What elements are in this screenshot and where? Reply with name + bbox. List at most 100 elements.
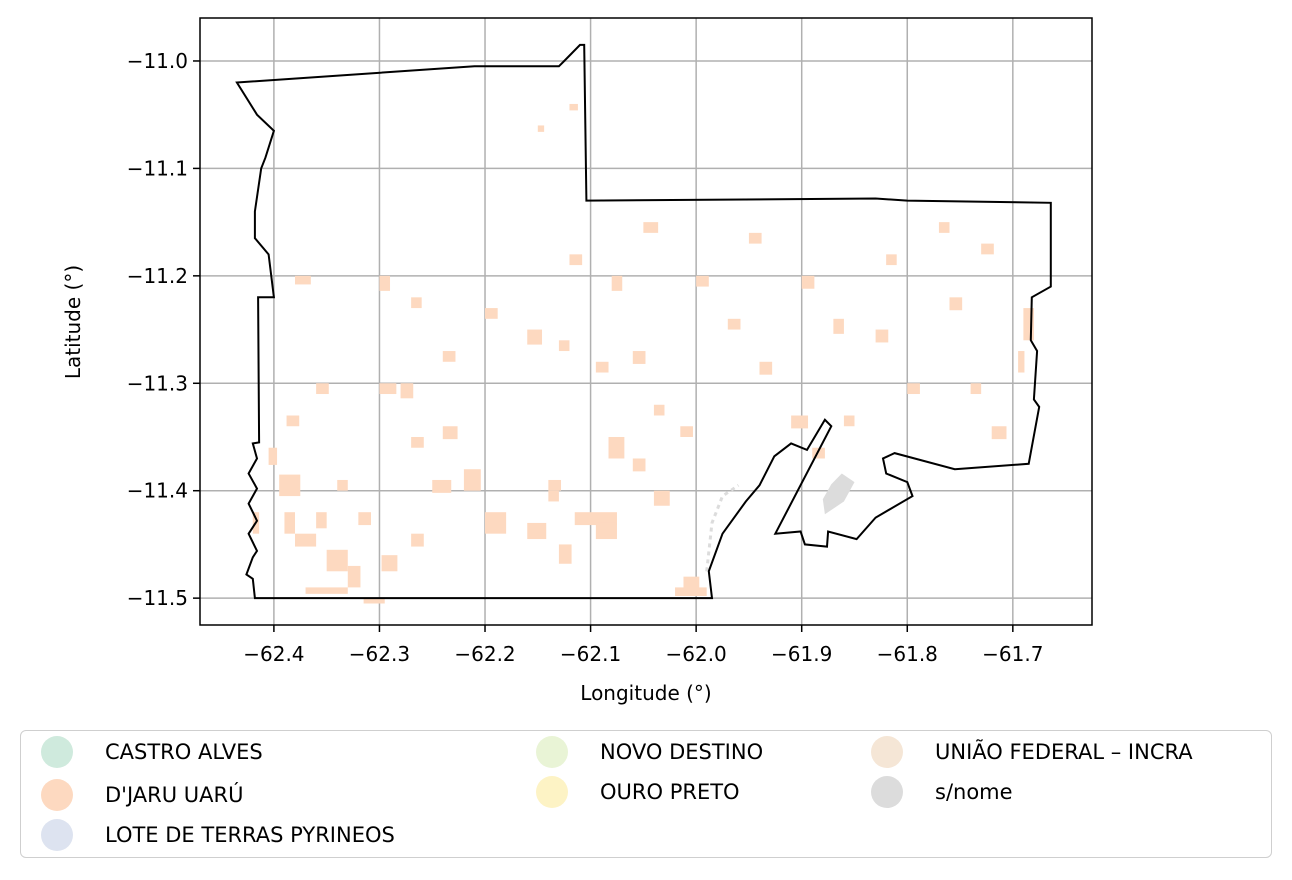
djaru-uaru-patch (643, 222, 659, 233)
djaru-uaru-patch (886, 254, 897, 266)
legend-marker (536, 736, 568, 768)
y-tick-label: −11.3 (127, 371, 188, 395)
legend-label: D'JARU UARÚ (105, 783, 244, 807)
djaru-uaru-patch (485, 512, 507, 534)
djaru-uaru-patch (833, 318, 844, 334)
djaru-uaru-patch (801, 275, 815, 289)
djaru-uaru-patch (558, 340, 570, 352)
y-axis-label: Latitude (°) (61, 265, 85, 379)
x-tick-label: −62.2 (454, 642, 515, 666)
djaru-uaru-patch (527, 329, 543, 345)
djaru-uaru-patch (442, 351, 456, 362)
djaru-uaru-patch (279, 474, 301, 497)
djaru-uaru-patch (548, 479, 562, 491)
x-tick-label: −61.9 (771, 642, 832, 666)
djaru-uaru-patch (527, 522, 547, 540)
djaru-uaru-patch (991, 426, 1007, 440)
djaru-uaru-patch (305, 587, 348, 594)
legend-label: CASTRO ALVES (105, 740, 263, 764)
djaru-uaru-patch (284, 512, 296, 534)
djaru-uaru-patch (748, 232, 762, 244)
legend-item-lote-de-terras-pyrineos: LOTE DE TERRAS PYRINEOS (41, 819, 395, 851)
y-tick-label: −11.0 (127, 49, 188, 73)
djaru-uaru-patch (949, 297, 963, 311)
djaru-uaru-patch (295, 533, 317, 547)
djaru-uaru-patch (268, 447, 278, 465)
djaru-uaru-patch (680, 426, 693, 437)
djaru-uaru-patches (252, 103, 1034, 604)
plot-frame (199, 17, 1093, 626)
y-tick-label: −11.1 (127, 156, 188, 180)
x-tick-label: −61.7 (982, 642, 1043, 666)
x-tick-label: −62.0 (665, 642, 726, 666)
y-ticks: −11.0 −11.1 −11.2 −11.3 −11.4 −11.5 (127, 49, 200, 610)
djaru-uaru-patch (611, 275, 623, 291)
legend-marker (41, 819, 73, 851)
legend-label: NOVO DESTINO (600, 740, 764, 764)
djaru-uaru-patch (675, 587, 707, 596)
djaru-uaru-patch (411, 297, 422, 309)
djaru-uaru-patch (595, 522, 617, 540)
legend-item-novo-destino: NOVO DESTINO (536, 736, 763, 768)
snome-patch (705, 473, 855, 572)
djaru-uaru-patch (574, 512, 617, 526)
djaru-uaru-patch (558, 544, 572, 564)
djaru-uaru-patch (727, 318, 741, 330)
legend-item-castro-alves: CASTRO ALVES (41, 736, 263, 768)
djaru-uaru-patch (316, 512, 327, 529)
legend-label: UNIÃO FEDERAL – INCRA (935, 740, 1193, 764)
legend-label: LOTE DE TERRAS PYRINEOS (105, 823, 395, 847)
djaru-uaru-patch (381, 555, 398, 572)
y-tick-label: −11.5 (127, 586, 188, 610)
djaru-uaru-patch (537, 125, 545, 132)
y-tick-label: −11.4 (127, 479, 188, 503)
legend-label: OURO PRETO (600, 780, 740, 804)
djaru-uaru-patch (463, 469, 481, 491)
djaru-uaru-patch (432, 479, 452, 493)
djaru-uaru-patch (326, 549, 348, 572)
djaru-uaru-patch (286, 415, 300, 427)
djaru-uaru-patch (875, 329, 889, 343)
djaru-uaru-patch (843, 415, 855, 427)
djaru-uaru-patch (379, 383, 397, 395)
snome-area (822, 473, 855, 515)
djaru-uaru-patch (485, 308, 498, 319)
legend-marker (536, 776, 568, 808)
legend: CASTRO ALVES D'JARU UARÚ LOTE DE TERRAS … (20, 730, 1272, 858)
djaru-uaru-patch (358, 512, 372, 526)
legend-item-ouro-preto: OURO PRETO (536, 776, 740, 808)
djaru-uaru-patch (569, 254, 583, 266)
legend-label: s/nome (935, 780, 1013, 804)
djaru-uaru-patch (653, 404, 665, 416)
boundary-polygon (235, 43, 1052, 600)
djaru-uaru-patch (632, 458, 646, 472)
djaru-uaru-patch (938, 222, 950, 233)
x-axis-label: Longitude (°) (580, 681, 711, 705)
snome-strip (705, 484, 740, 572)
legend-item-djaru-uaru: D'JARU UARÚ (41, 779, 243, 811)
x-tick-label: −62.4 (243, 642, 304, 666)
legend-marker (871, 736, 903, 768)
legend-marker (41, 736, 73, 768)
djaru-uaru-patch (632, 351, 646, 364)
djaru-uaru-patch (548, 490, 559, 502)
djaru-uaru-patch (595, 361, 609, 373)
djaru-uaru-patch (1018, 351, 1025, 373)
djaru-uaru-patch (1023, 308, 1034, 341)
djaru-uaru-patch (442, 426, 458, 440)
djaru-uaru-patch (400, 383, 414, 399)
djaru-uaru-patch (696, 275, 709, 287)
djaru-uaru-patch (295, 275, 311, 285)
djaru-uaru-patch (608, 436, 625, 459)
djaru-uaru-patch (759, 361, 773, 375)
djaru-uaru-patch (337, 479, 348, 491)
boundary-outline (235, 43, 1052, 600)
djaru-uaru-patch (411, 436, 424, 448)
x-tick-label: −62.3 (349, 642, 410, 666)
djaru-uaru-patch (683, 576, 700, 590)
djaru-uaru-patch (363, 598, 385, 604)
x-tick-label: −62.1 (560, 642, 621, 666)
legend-marker (871, 776, 903, 808)
djaru-uaru-patch (791, 415, 809, 429)
legend-marker (41, 779, 73, 811)
